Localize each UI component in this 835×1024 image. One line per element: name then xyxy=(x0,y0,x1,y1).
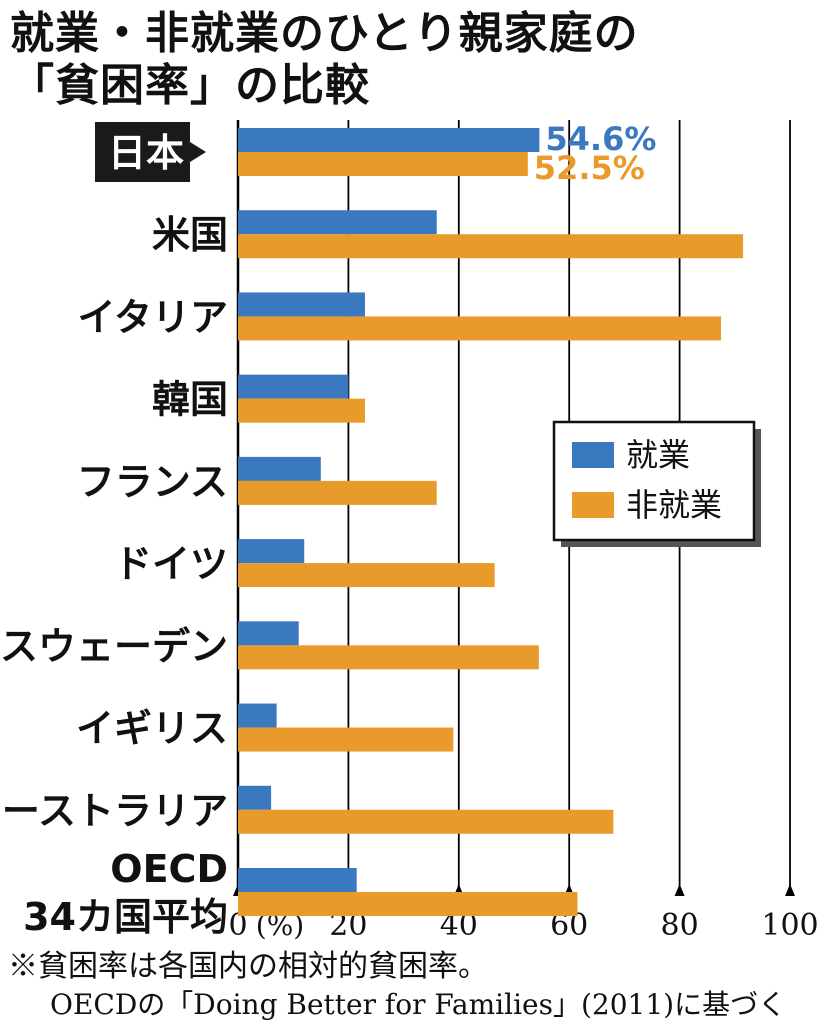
bar xyxy=(238,868,357,892)
legend-label: 非就業 xyxy=(626,486,722,524)
bar xyxy=(238,621,299,646)
chart-title-line2: 「貧困率」の比較 xyxy=(10,60,370,111)
bar xyxy=(238,374,349,399)
footnote: ※貧困率は各国内の相対的貧困率。 OECDの「Doing Better for … xyxy=(8,948,786,1024)
legend-swatch xyxy=(572,492,614,518)
bar xyxy=(238,292,365,317)
bar xyxy=(238,539,305,564)
highlight-tag xyxy=(95,122,206,182)
legend-box xyxy=(552,420,756,542)
bar xyxy=(238,480,437,505)
footnote-source: OECDの「Doing Better for Families」(2011)に基… xyxy=(50,988,787,1021)
category-label: スウェーデン xyxy=(0,624,228,668)
bar xyxy=(238,456,321,481)
category-label: フランス xyxy=(77,460,228,504)
category-label: 日本 xyxy=(108,131,184,175)
bar xyxy=(238,809,614,834)
bar xyxy=(238,398,365,423)
bar xyxy=(238,128,540,152)
footnote-line1: ※貧困率は各国内の相対的貧困率。 xyxy=(8,949,488,984)
category-label: オーストラリア xyxy=(0,789,228,833)
bar xyxy=(238,892,578,916)
chart-title: 就業・非就業のひとり親家庭の 「貧困率」の比較 xyxy=(10,8,639,112)
x-tick-label: 80 xyxy=(661,908,699,943)
tick-arrow xyxy=(674,884,685,896)
category-label: 韓国 xyxy=(152,378,228,422)
category-label: 34カ国平均 xyxy=(23,895,228,939)
legend-swatch xyxy=(572,442,614,468)
data-label: 52.5% xyxy=(534,149,645,187)
x-tick-label: 0 xyxy=(228,908,247,943)
data-label: 54.6% xyxy=(545,120,656,158)
bar xyxy=(238,785,272,810)
category-label: ドイツ xyxy=(114,542,228,586)
x-tick-label: 100 xyxy=(761,908,818,943)
category-label: OECD xyxy=(110,847,228,891)
bar xyxy=(238,234,744,259)
tick-arrow xyxy=(785,884,795,896)
bar xyxy=(238,316,721,341)
bar xyxy=(238,703,277,728)
legend-label: 就業 xyxy=(626,436,690,474)
chart-title-line1: 就業・非就業のひとり親家庭の xyxy=(10,8,639,59)
bar xyxy=(238,152,528,176)
bar xyxy=(238,210,437,235)
category-label: イタリア xyxy=(78,295,228,339)
bar xyxy=(238,563,495,588)
category-label: イギリス xyxy=(76,707,228,751)
category-label: 米国 xyxy=(152,213,228,257)
bar xyxy=(238,727,454,752)
bar xyxy=(238,645,539,670)
